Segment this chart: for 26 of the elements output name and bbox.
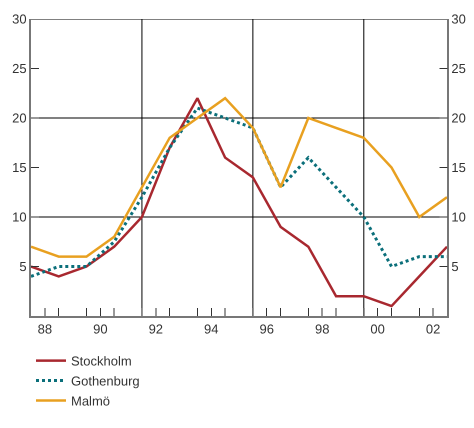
line-series <box>31 96 447 258</box>
line-series <box>31 106 447 278</box>
x-tick-label: 00 <box>370 322 385 337</box>
x-tick-label: 96 <box>259 322 274 337</box>
x-tick-label: 92 <box>148 322 164 337</box>
y2-tick-label: 5 <box>451 259 459 274</box>
y-tick-label: 25 <box>12 61 27 76</box>
y2-tick-label: 30 <box>451 12 466 27</box>
y-tick-label: 15 <box>12 160 27 176</box>
x-tick-label: 98 <box>314 322 330 337</box>
line-series <box>31 96 447 308</box>
y-tick-label: 10 <box>12 210 27 225</box>
x-tick-label: 90 <box>93 322 108 337</box>
y-tick-label: 20 <box>12 110 27 126</box>
y2-tick-label: 10 <box>451 210 466 225</box>
x-tick-label: 88 <box>38 322 52 337</box>
y2-tick-label: 25 <box>451 61 466 76</box>
legend-label: Gothenburg <box>71 374 140 389</box>
y-tick-label: 5 <box>19 259 27 274</box>
y2-tick-label: 20 <box>451 110 466 126</box>
legend-label: Stockholm <box>71 354 132 369</box>
legend-label: Malmö <box>71 394 110 409</box>
y-tick-label: 30 <box>12 12 27 27</box>
x-tick-label: 94 <box>204 322 219 337</box>
y2-tick-label: 15 <box>451 160 466 176</box>
x-tick-label: 02 <box>426 322 440 337</box>
